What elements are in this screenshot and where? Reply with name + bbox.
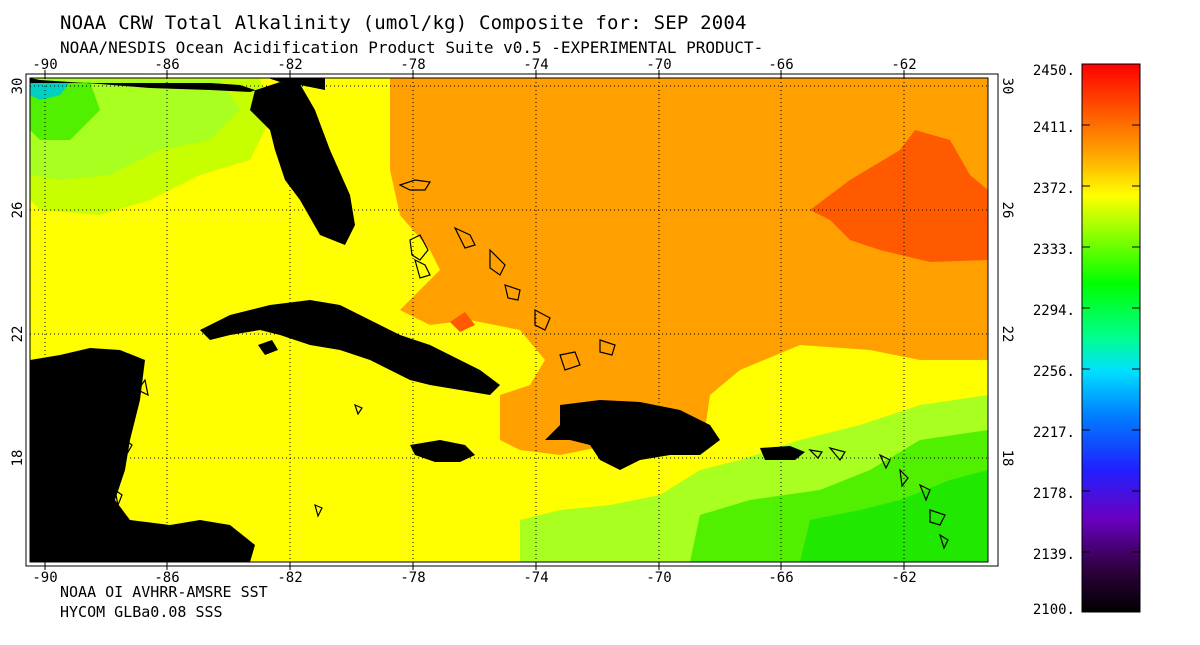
footer-source-sst: NOAA OI AVHRR-AMSRE SST xyxy=(60,583,268,601)
colorbar-label: 2411. xyxy=(1033,120,1075,136)
lat-label-left: 18 xyxy=(10,450,26,467)
us-coast-land xyxy=(268,78,325,90)
lat-labels-right: 30 26 22 18 xyxy=(999,78,1015,467)
colorbar-ticks xyxy=(1082,124,1140,553)
ocean-darkorange-small xyxy=(450,312,475,332)
lat-label-left: 26 xyxy=(10,202,26,219)
colorbar-labels: 2450. 2411. 2372. 2333. 2294. 2256. 2217… xyxy=(1033,63,1075,618)
lon-label-bottom: -82 xyxy=(277,570,302,586)
lat-label-right: 30 xyxy=(999,78,1015,95)
lon-label-top: -86 xyxy=(154,57,179,73)
puerto-rico-landmass xyxy=(760,446,805,460)
map-grid xyxy=(30,78,988,562)
florida-landmass xyxy=(30,78,355,245)
map-data-area xyxy=(30,78,988,562)
yucatan-central-america-land xyxy=(30,348,255,562)
colorbar xyxy=(1081,63,1141,613)
lon-label-bottom: -90 xyxy=(32,570,57,586)
footer-source-sss: HYCOM GLBa0.08 SSS xyxy=(60,603,223,621)
lon-label-top: -62 xyxy=(891,57,916,73)
colorbar-label: 2256. xyxy=(1033,364,1075,380)
colorbar-label: 2333. xyxy=(1033,242,1075,258)
ocean-orange-atlantic xyxy=(390,78,988,455)
lat-label-right: 18 xyxy=(999,450,1015,467)
lon-label-top: -74 xyxy=(523,57,548,73)
isle-of-youth xyxy=(258,340,278,355)
ocean-cyan-gulf xyxy=(30,82,70,100)
map-ticks xyxy=(44,70,905,570)
lat-label-left: 22 xyxy=(10,326,26,343)
map-subtitle: NOAA/NESDIS Ocean Acidification Product … xyxy=(60,38,764,57)
colorbar-label: 2372. xyxy=(1033,181,1075,197)
colorbar-label: 2294. xyxy=(1033,303,1075,319)
lon-label-bottom: -86 xyxy=(154,570,179,586)
lon-label-bottom: -62 xyxy=(891,570,916,586)
lon-labels-top: -90 -86 -82 -78 -74 -70 -66 -62 xyxy=(32,57,916,73)
lon-labels-bottom: -90 -86 -82 -78 -74 -70 -66 -62 xyxy=(32,570,916,586)
lon-label-top: -82 xyxy=(277,57,302,73)
colorbar-label: 2450. xyxy=(1033,63,1075,79)
colorbar-label: 2178. xyxy=(1033,486,1075,502)
lat-label-right: 26 xyxy=(999,202,1015,219)
cuba-landmass xyxy=(200,300,500,395)
hispaniola-landmass xyxy=(545,400,720,470)
lat-labels-left: 30 26 22 18 xyxy=(10,78,26,467)
jamaica-landmass xyxy=(410,440,475,462)
lon-label-bottom: -66 xyxy=(768,570,793,586)
colorbar-label: 2139. xyxy=(1033,547,1075,563)
lon-label-top: -90 xyxy=(32,57,57,73)
lon-label-bottom: -70 xyxy=(646,570,671,586)
colorbar-label: 2100. xyxy=(1033,602,1075,618)
lat-label-left: 30 xyxy=(10,78,26,95)
lon-label-top: -70 xyxy=(646,57,671,73)
map-title: NOAA CRW Total Alkalinity (umol/kg) Comp… xyxy=(60,12,747,34)
lon-label-top: -78 xyxy=(400,57,425,73)
lon-label-top: -66 xyxy=(768,57,793,73)
map-inner-frame xyxy=(29,77,989,563)
colorbar-label: 2217. xyxy=(1033,425,1075,441)
lat-label-right: 22 xyxy=(999,326,1015,343)
island-outlines xyxy=(114,179,949,550)
ocean-darkorange-patch xyxy=(810,130,988,262)
lon-label-bottom: -74 xyxy=(523,570,548,586)
lon-label-bottom: -78 xyxy=(400,570,425,586)
